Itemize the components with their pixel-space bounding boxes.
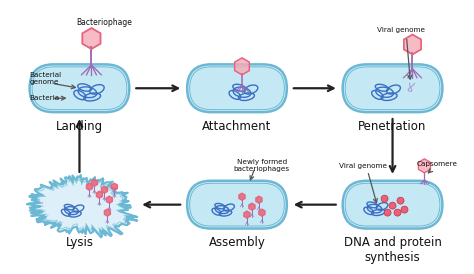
Text: Newly formed
bacteriophages: Newly formed bacteriophages bbox=[234, 159, 290, 172]
Polygon shape bbox=[244, 211, 250, 218]
FancyBboxPatch shape bbox=[345, 183, 440, 226]
FancyBboxPatch shape bbox=[343, 181, 442, 229]
Polygon shape bbox=[235, 58, 249, 75]
FancyBboxPatch shape bbox=[345, 67, 440, 110]
Text: Lysis: Lysis bbox=[65, 236, 93, 250]
Text: Assembly: Assembly bbox=[209, 236, 265, 250]
Circle shape bbox=[394, 209, 401, 216]
Text: Bacteriophage: Bacteriophage bbox=[76, 18, 132, 27]
FancyBboxPatch shape bbox=[343, 64, 442, 112]
Polygon shape bbox=[106, 196, 112, 203]
Polygon shape bbox=[404, 35, 421, 55]
Polygon shape bbox=[82, 28, 100, 49]
Text: Attachment: Attachment bbox=[202, 120, 272, 133]
Text: Bacteria: Bacteria bbox=[29, 95, 60, 101]
Text: Viral genome: Viral genome bbox=[376, 27, 425, 33]
FancyBboxPatch shape bbox=[32, 67, 127, 110]
FancyBboxPatch shape bbox=[187, 181, 287, 229]
FancyBboxPatch shape bbox=[190, 67, 284, 110]
Polygon shape bbox=[91, 179, 98, 186]
Polygon shape bbox=[104, 209, 110, 216]
Polygon shape bbox=[101, 186, 108, 193]
Text: Capsomere: Capsomere bbox=[417, 161, 458, 167]
Text: Bacterial
genome: Bacterial genome bbox=[29, 72, 62, 85]
Text: Penetration: Penetration bbox=[358, 120, 427, 133]
Circle shape bbox=[389, 202, 396, 209]
Polygon shape bbox=[256, 196, 262, 203]
Polygon shape bbox=[239, 193, 245, 200]
Circle shape bbox=[384, 209, 391, 216]
Circle shape bbox=[397, 197, 404, 204]
FancyBboxPatch shape bbox=[187, 64, 287, 112]
Circle shape bbox=[381, 195, 388, 202]
Text: DNA and protein
synthesis: DNA and protein synthesis bbox=[344, 236, 441, 264]
Polygon shape bbox=[96, 191, 102, 198]
FancyBboxPatch shape bbox=[190, 183, 284, 226]
Polygon shape bbox=[419, 159, 430, 173]
Text: Viral genome: Viral genome bbox=[338, 163, 387, 169]
FancyBboxPatch shape bbox=[29, 64, 129, 112]
Circle shape bbox=[401, 206, 408, 213]
Polygon shape bbox=[249, 203, 255, 210]
Polygon shape bbox=[111, 183, 118, 190]
Polygon shape bbox=[27, 175, 137, 237]
Text: Landing: Landing bbox=[56, 120, 103, 133]
Polygon shape bbox=[259, 209, 265, 216]
Polygon shape bbox=[86, 183, 92, 190]
